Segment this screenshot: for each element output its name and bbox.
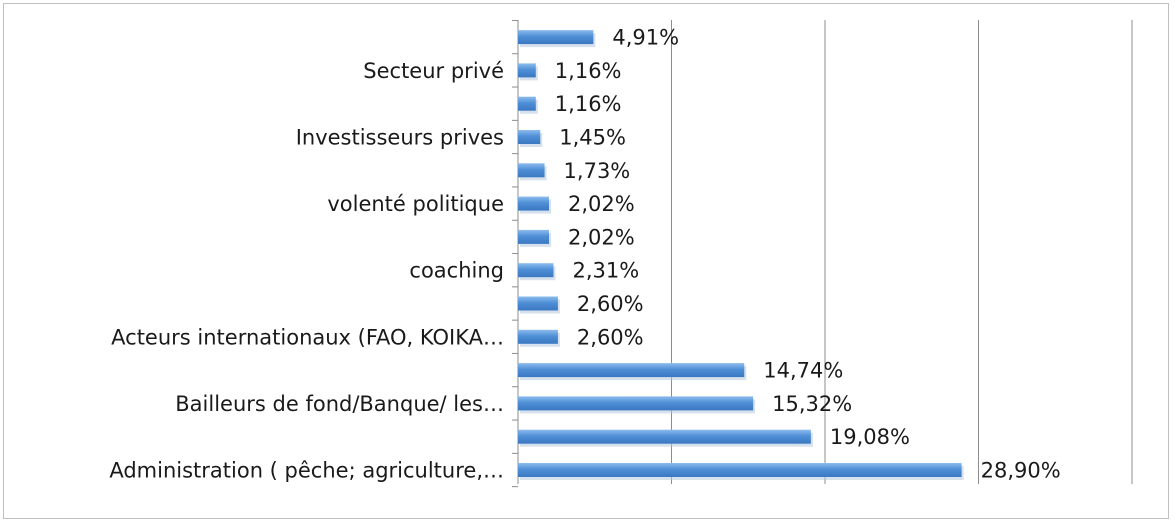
bar [518, 296, 558, 311]
category-label: Investisseurs prives [296, 126, 504, 150]
data-label: 2,31% [572, 259, 639, 283]
data-label: 2,60% [577, 325, 644, 349]
category-label: Acteurs internationaux (FAO, KOIKA… [111, 325, 504, 349]
bars [518, 30, 964, 480]
bar [518, 363, 745, 378]
data-label: 1,16% [555, 92, 622, 116]
bar [518, 196, 550, 211]
data-label: 19,08% [830, 425, 910, 449]
category-label: Administration ( pêche; agriculture,… [109, 459, 504, 483]
category-label: volenté politique [327, 192, 504, 216]
category-labels: Administration ( pêche; agriculture,… Bai… [109, 59, 504, 483]
data-label: 28,90% [981, 459, 1061, 483]
data-label: 2,02% [568, 225, 635, 249]
bar [518, 96, 536, 111]
data-label: 1,73% [564, 159, 631, 183]
bar [518, 329, 558, 344]
data-label: 2,02% [568, 192, 635, 216]
bar [518, 229, 550, 244]
bar [518, 263, 554, 278]
data-label: 1,45% [559, 126, 626, 150]
data-label: 14,74% [763, 359, 843, 383]
bar [518, 463, 962, 477]
bar [518, 130, 541, 144]
gridlines [671, 20, 1133, 484]
data-label: 1,16% [555, 59, 622, 83]
category-label: Secteur privé [363, 59, 504, 83]
data-label: 15,32% [772, 392, 852, 416]
data-label: 2,60% [577, 292, 644, 316]
data-label: 4,91% [612, 26, 679, 50]
bar [518, 429, 811, 444]
bar [518, 30, 594, 45]
value-labels: 28,90% 19,08% 15,32% 14,74% 2,60% 2,60% 2,31% 2… [555, 26, 1061, 483]
bar [518, 396, 754, 411]
bar [518, 163, 545, 178]
category-label: Bailleurs de fond/Banque/ les… [175, 392, 504, 416]
category-label: coaching [409, 259, 504, 283]
y-axis [512, 19, 519, 488]
bar [518, 63, 536, 78]
